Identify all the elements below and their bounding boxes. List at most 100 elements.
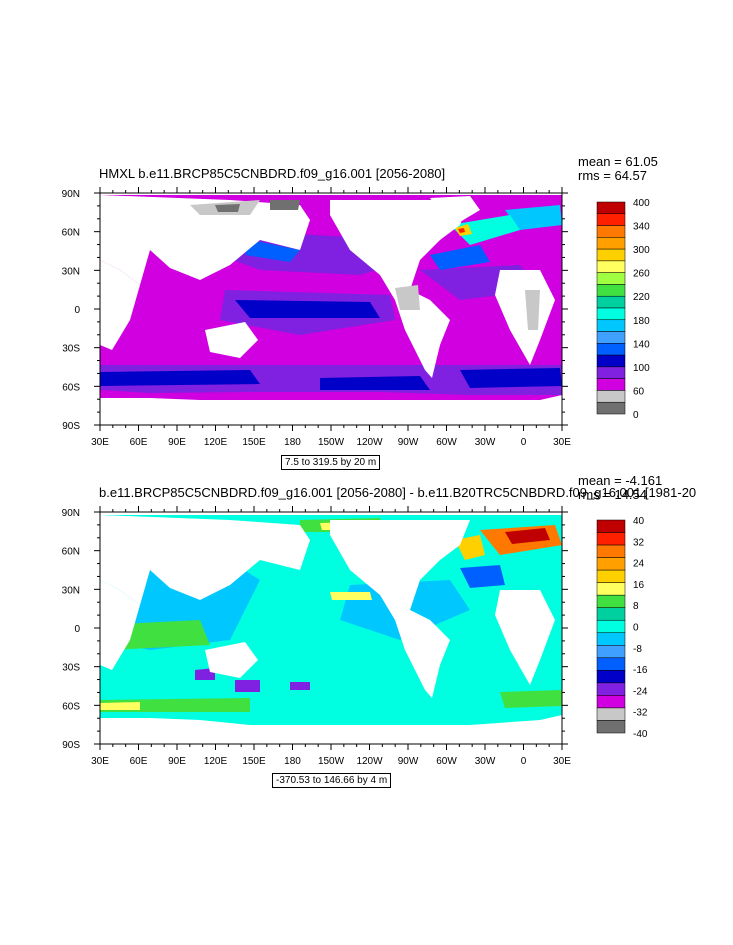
panel1-land-africa (100, 260, 140, 350)
panel2-title: b.e11.BRCP85C5CNBDRD.f09_g16.001 [2056-2… (99, 485, 697, 500)
colorbar-label: 140 (633, 339, 650, 350)
colorbar-label: 260 (633, 269, 650, 280)
colorbar-label: -8 (633, 644, 642, 655)
panel1-title: HMXL b.e11.BRCP85C5CNBDRD.f09_g16.001 [2… (99, 166, 446, 181)
colorbar-label: 180 (633, 316, 650, 327)
lon-tick-label: 30E (553, 437, 571, 448)
colorbar-swatch (596, 569, 626, 583)
panel1-land-africa-east (495, 270, 555, 365)
lon-tick-label: 120E (204, 756, 228, 767)
colorbar-swatch (596, 213, 626, 226)
colorbar-label: 400 (633, 198, 650, 209)
lat-tick-label: 30N (62, 585, 80, 596)
panel2-colorbar: 40 32 24 16 8 0 -8 -16 -24 -32 -40 (596, 516, 648, 740)
colorbar-swatch (596, 237, 626, 250)
panel1-range-label: 7.5 to 319.5 by 20 m (281, 455, 381, 470)
colorbar-swatch (596, 682, 626, 696)
colorbar-label: 0 (633, 623, 639, 634)
colorbar-swatch (596, 354, 626, 368)
colorbar-label: 220 (633, 292, 650, 303)
lon-tick-label: 150W (318, 437, 345, 448)
colorbar-label: 100 (633, 363, 650, 374)
lat-tick-label: 90N (62, 189, 80, 200)
colorbar-label: -24 (633, 686, 648, 697)
lon-tick-label: 90W (398, 756, 419, 767)
panel1-map (100, 193, 562, 425)
panel2-land-eurasia (100, 515, 310, 605)
lon-tick-label: 180 (284, 437, 301, 448)
lat-tick-label: 0 (74, 624, 80, 635)
lat-tick-label: 60N (62, 228, 80, 239)
colorbar-swatch (596, 519, 626, 533)
panel2-mean: mean = -4.161 (578, 473, 663, 488)
colorbar-swatch (596, 307, 626, 321)
panel2-land-africa (100, 580, 140, 670)
lon-tick-label: 120W (356, 756, 383, 767)
panel2-land-americas (330, 520, 470, 698)
colorbar-swatch (596, 532, 626, 546)
colorbar-swatch (596, 707, 626, 721)
panel1-land-greenland (430, 196, 480, 222)
lat-tick-label: 60S (62, 701, 80, 712)
colorbar-swatch (596, 272, 626, 285)
colorbar-label: 16 (633, 580, 645, 591)
colorbar-label: -40 (633, 729, 648, 740)
colorbar-swatch (596, 260, 626, 273)
lon-tick-label: 150E (242, 437, 266, 448)
lon-tick-label: 30W (475, 756, 496, 767)
panel2-land-africa-east (495, 590, 555, 685)
colorbar-label: 0 (633, 410, 639, 421)
colorbar-swatch (596, 225, 626, 238)
colorbar-swatch (596, 645, 626, 659)
lon-tick-label: 60E (130, 756, 148, 767)
lat-tick-label: 30S (62, 663, 80, 674)
panel1-rms: rms = 64.57 (578, 168, 648, 183)
colorbar-label: -32 (633, 708, 648, 719)
lat-tick-label: 60N (62, 547, 80, 558)
colorbar-swatch (596, 366, 626, 379)
colorbar-label: -16 (633, 665, 648, 676)
colorbar-swatch (596, 582, 626, 596)
lon-tick-label: 150E (242, 756, 266, 767)
colorbar-swatch (596, 201, 626, 215)
colorbar-swatch (596, 607, 626, 621)
panel2-land-antarctica (100, 725, 562, 744)
lon-tick-label: 120W (356, 437, 383, 448)
colorbar-swatch (596, 632, 626, 646)
colorbar-swatch (596, 343, 626, 356)
panel2-rms: rms = 14.54 (578, 487, 648, 502)
lat-tick-label: 90S (62, 421, 80, 432)
lon-tick-label: 120E (204, 437, 228, 448)
colorbar-swatch (596, 390, 626, 403)
panel2-axes: 30E 60E 90E 120E 150E 180 150W 120W 90W 60W 30W 0 30… (62, 506, 571, 767)
lon-tick-label: 150W (318, 756, 345, 767)
colorbar-swatch (596, 657, 626, 671)
colorbar-label: 40 (633, 516, 645, 527)
lon-tick-label: 0 (521, 437, 527, 448)
lon-tick-label: 30W (475, 437, 496, 448)
colorbar-swatch (596, 670, 626, 684)
panel2-stats: mean = -4.161 rms = 14.54 (578, 474, 662, 502)
colorbar-swatch (596, 619, 626, 634)
lon-tick-label: 60W (436, 437, 457, 448)
panel2-land-australia (205, 642, 258, 678)
colorbar-label: 60 (633, 386, 645, 397)
lon-tick-label: 30E (91, 756, 109, 767)
colorbar-swatch (596, 695, 626, 709)
lat-tick-label: 90N (62, 508, 80, 519)
lon-tick-label: 0 (521, 756, 527, 767)
colorbar-label: 24 (633, 559, 645, 570)
lon-tick-label: 90E (168, 437, 186, 448)
colorbar-swatch (596, 720, 626, 734)
lon-tick-label: 90W (398, 437, 419, 448)
colorbar-swatch (596, 248, 626, 262)
colorbar-swatch (596, 594, 626, 608)
panel1-land-eurasia (100, 195, 310, 285)
lon-tick-label: 180 (284, 756, 301, 767)
lat-tick-label: 60S (62, 382, 80, 393)
lon-tick-label: 30E (91, 437, 109, 448)
colorbar-swatch (596, 319, 626, 332)
lat-tick-label: 90S (62, 740, 80, 751)
panel1-colorbar: 400 340 300 260 220 180 140 100 60 0 (596, 198, 650, 421)
